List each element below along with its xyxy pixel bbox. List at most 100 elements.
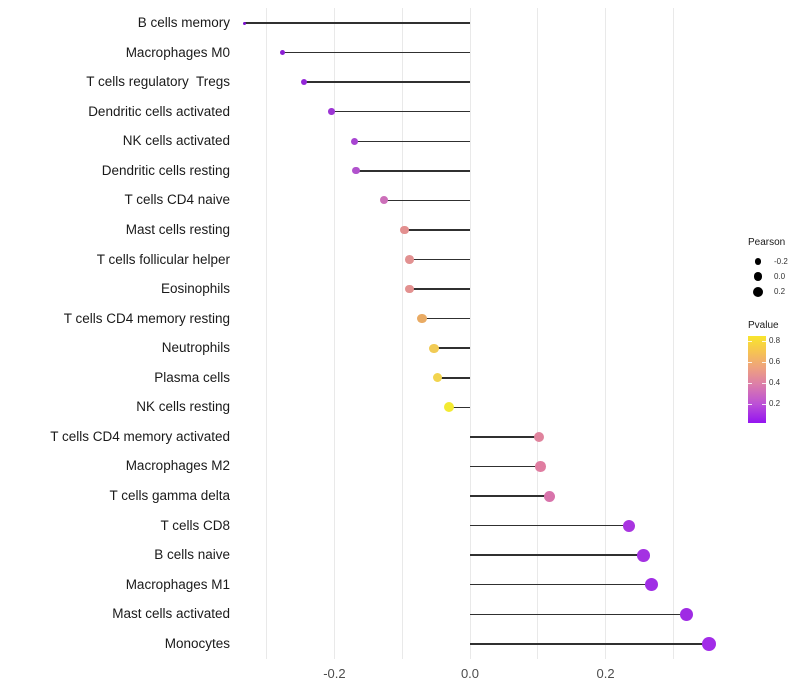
colorbar-tick bbox=[762, 362, 766, 364]
row-line bbox=[282, 51, 470, 54]
pvalue-legend-title: Pvalue bbox=[748, 320, 779, 331]
row-dot bbox=[405, 284, 414, 294]
colorbar-tick bbox=[748, 341, 752, 343]
pearson-legend-entries: -0.2 0.0 0.2 bbox=[748, 254, 800, 304]
colorbar-tick bbox=[762, 383, 766, 385]
pearson-legend-entry: 0.0 bbox=[748, 269, 800, 284]
row-label: B cells memory bbox=[137, 15, 230, 30]
row-line bbox=[470, 554, 644, 556]
colorbar-tick bbox=[762, 404, 766, 406]
row-dot bbox=[623, 519, 636, 532]
pvalue-tick-label: 0.2 bbox=[769, 399, 781, 409]
colorbar-tick bbox=[762, 341, 766, 343]
row-line bbox=[409, 258, 470, 261]
row-line bbox=[354, 140, 470, 142]
row-label: Dendritic cells resting bbox=[101, 162, 230, 178]
row-dot bbox=[328, 108, 335, 115]
row-line bbox=[470, 643, 710, 645]
colorbar-tick bbox=[748, 362, 752, 364]
pvalue-colorbar bbox=[748, 336, 766, 423]
pearson-legend-entry: -0.2 bbox=[748, 254, 800, 269]
gridline bbox=[469, 8, 471, 659]
row-label: T cells follicular helper bbox=[96, 251, 230, 267]
colorbar-tick bbox=[748, 404, 752, 406]
row-label: T cells CD4 naive bbox=[124, 192, 230, 208]
row-line bbox=[409, 288, 470, 290]
pearson-legend-label: 0.0 bbox=[774, 272, 786, 281]
pearson-legend-title: Pearson bbox=[748, 237, 786, 248]
pearson-legend-label: -0.2 bbox=[774, 257, 788, 266]
row-dot bbox=[405, 255, 414, 264]
row-line bbox=[470, 583, 652, 586]
row-label: Macrophages M0 bbox=[125, 44, 230, 60]
gridline bbox=[672, 8, 674, 659]
row-line bbox=[434, 347, 470, 349]
row-label: T cells regulatory Tregs bbox=[86, 74, 230, 90]
pearson-legend-dot bbox=[753, 272, 763, 281]
row-line bbox=[421, 317, 470, 320]
row-line bbox=[437, 377, 470, 379]
row-line bbox=[303, 81, 470, 83]
row-dot bbox=[352, 167, 360, 175]
row-label: Neutrophils bbox=[161, 340, 230, 356]
row-dot bbox=[535, 461, 546, 472]
row-line bbox=[244, 22, 470, 24]
row-dot bbox=[379, 196, 388, 205]
row-dot bbox=[279, 49, 285, 56]
pearson-legend-dot bbox=[754, 258, 762, 265]
gridline bbox=[401, 8, 403, 659]
row-dot bbox=[432, 373, 443, 383]
pvalue-tick-label: 0.8 bbox=[769, 336, 781, 346]
row-line bbox=[470, 436, 540, 438]
row-line bbox=[470, 495, 550, 497]
row-line bbox=[448, 406, 470, 409]
row-label: T cells CD8 bbox=[160, 517, 230, 533]
row-dot bbox=[534, 431, 545, 442]
pearson-legend-dot bbox=[753, 286, 763, 297]
row-dot bbox=[399, 225, 409, 235]
x-tick-label: -0.2 bbox=[323, 666, 346, 681]
row-line bbox=[470, 465, 541, 468]
row-label: Macrophages M1 bbox=[125, 576, 230, 592]
row-label: Macrophages M2 bbox=[125, 458, 230, 474]
row-dot bbox=[645, 578, 659, 592]
row-dot bbox=[679, 607, 694, 622]
x-tick-label: 0.2 bbox=[596, 666, 615, 681]
row-dot bbox=[637, 548, 650, 562]
gridline bbox=[333, 8, 335, 659]
row-dot bbox=[300, 79, 307, 86]
row-label: T cells CD4 memory resting bbox=[63, 310, 230, 326]
row-label: Dendritic cells activated bbox=[88, 103, 230, 119]
row-dot bbox=[702, 636, 717, 651]
x-tick-label: 0.0 bbox=[460, 666, 480, 681]
row-dot bbox=[429, 343, 439, 353]
row-dot bbox=[242, 21, 246, 25]
row-line bbox=[356, 170, 470, 172]
row-label: Monocytes bbox=[164, 635, 230, 651]
row-dot bbox=[417, 314, 427, 324]
pvalue-colorbar-labels: 0.8 0.6 0.4 0.2 bbox=[769, 336, 799, 423]
row-dot bbox=[351, 137, 359, 145]
row-label: Mast cells resting bbox=[125, 221, 230, 237]
gridline bbox=[605, 8, 607, 659]
gridline bbox=[537, 8, 539, 659]
pvalue-tick-label: 0.4 bbox=[769, 378, 781, 388]
pearson-size-legend: Pearson -0.2 0.0 0.2 bbox=[748, 237, 800, 307]
pearson-legend-entry: 0.2 bbox=[748, 284, 800, 299]
row-label: NK cells activated bbox=[122, 133, 230, 149]
row-label: Plasma cells bbox=[154, 369, 230, 385]
row-line bbox=[383, 199, 470, 202]
row-line bbox=[470, 613, 687, 616]
pvalue-tick-label: 0.6 bbox=[769, 357, 781, 367]
pvalue-color-legend: Pvalue 0.8 0.6 0.4 0.2 bbox=[748, 320, 800, 440]
row-line bbox=[404, 229, 470, 231]
row-line bbox=[331, 110, 470, 113]
row-label: T cells gamma delta bbox=[109, 488, 230, 504]
row-label: Eosinophils bbox=[160, 281, 230, 297]
colorbar-tick bbox=[748, 383, 752, 385]
row-label: B cells naive bbox=[154, 547, 230, 563]
row-dot bbox=[543, 490, 555, 502]
row-line bbox=[470, 524, 630, 527]
